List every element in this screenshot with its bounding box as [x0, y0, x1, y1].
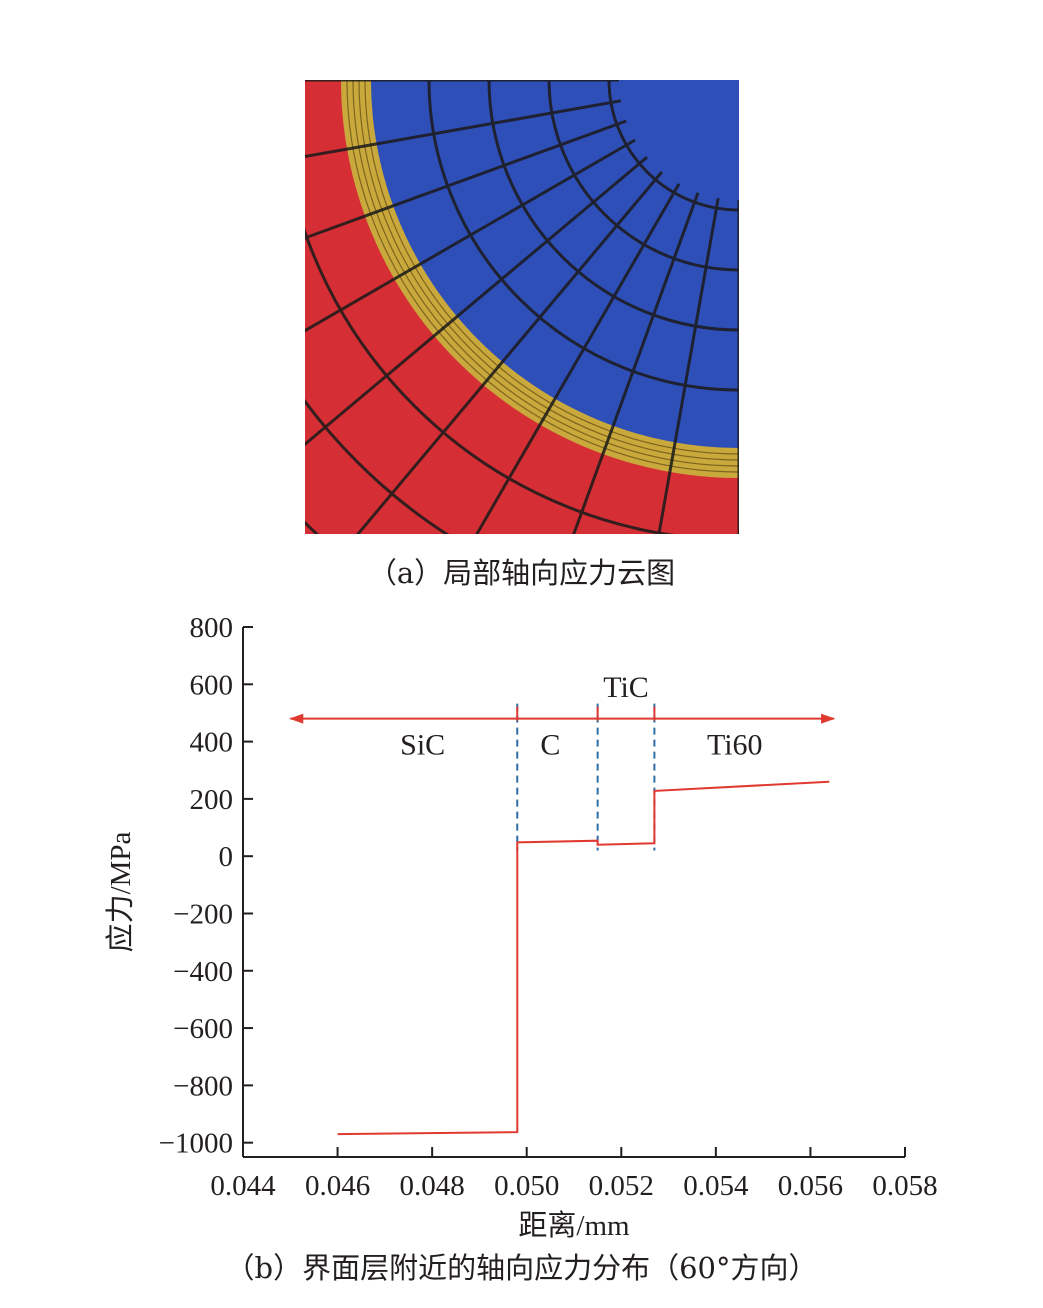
x-tick-label: 0.048	[400, 1170, 465, 1202]
y-tick-label: 200	[190, 784, 234, 816]
mesh-radial-line	[305, 138, 636, 333]
y-tick-label: −200	[173, 898, 233, 930]
mesh-radial-line	[305, 119, 627, 240]
caption-b: （b）界面层附近的轴向应力分布（60°方向）	[225, 1251, 818, 1285]
x-tick-label: 0.044	[210, 1170, 276, 1202]
y-tick-label: −800	[173, 1070, 233, 1102]
y-tick-label: 600	[190, 669, 234, 701]
x-tick-label: 0.050	[494, 1170, 559, 1202]
mesh-radial-line	[305, 155, 649, 447]
region-label-tic: TiC	[603, 671, 649, 704]
x-tick-label: 0.054	[683, 1170, 749, 1202]
y-tick-label: 400	[190, 727, 234, 759]
stress-contour-image	[305, 80, 739, 534]
mesh-radial-line	[305, 99, 622, 159]
y-tick-label: 800	[190, 612, 234, 644]
mesh-radial-line	[572, 192, 700, 534]
annotations: SiC C TiC Ti60	[289, 671, 836, 761]
y-tick-label: −600	[173, 1013, 233, 1045]
mesh-radial-line	[356, 170, 664, 534]
y-tick-label: −400	[173, 956, 233, 988]
mesh-lines	[305, 80, 739, 534]
series-group	[337, 780, 830, 1136]
x-tick-label: 0.058	[872, 1170, 937, 1202]
region-label-sic: SiC	[400, 728, 445, 761]
x-tick-label: 0.052	[589, 1170, 654, 1202]
x-tick-label: 0.046	[305, 1170, 370, 1202]
mesh-radial-line	[657, 197, 720, 534]
stress-chart: 800 600 400 200 0 −200 −400 −600 −800 −1000 0.044 0…	[104, 612, 938, 1240]
x-tick-label: 0.056	[778, 1170, 843, 1202]
axes: 800 600 400 200 0 −200 −400 −600 −800 −1000 0.044 0…	[104, 612, 938, 1240]
region-label-ti60: Ti60	[707, 728, 763, 761]
y-axis-label: 应力/MPa	[104, 831, 137, 952]
x-axis-label: 距离/mm	[518, 1209, 630, 1240]
y-tick-label: 0	[219, 841, 234, 873]
region-label-c: C	[540, 728, 560, 761]
boundary-lines	[516, 703, 656, 851]
caption-a: （a）局部轴向应力云图	[367, 556, 676, 590]
mesh-radial-line	[475, 183, 681, 534]
stress-series-line	[337, 780, 830, 1136]
y-tick-label: −1000	[159, 1128, 233, 1160]
